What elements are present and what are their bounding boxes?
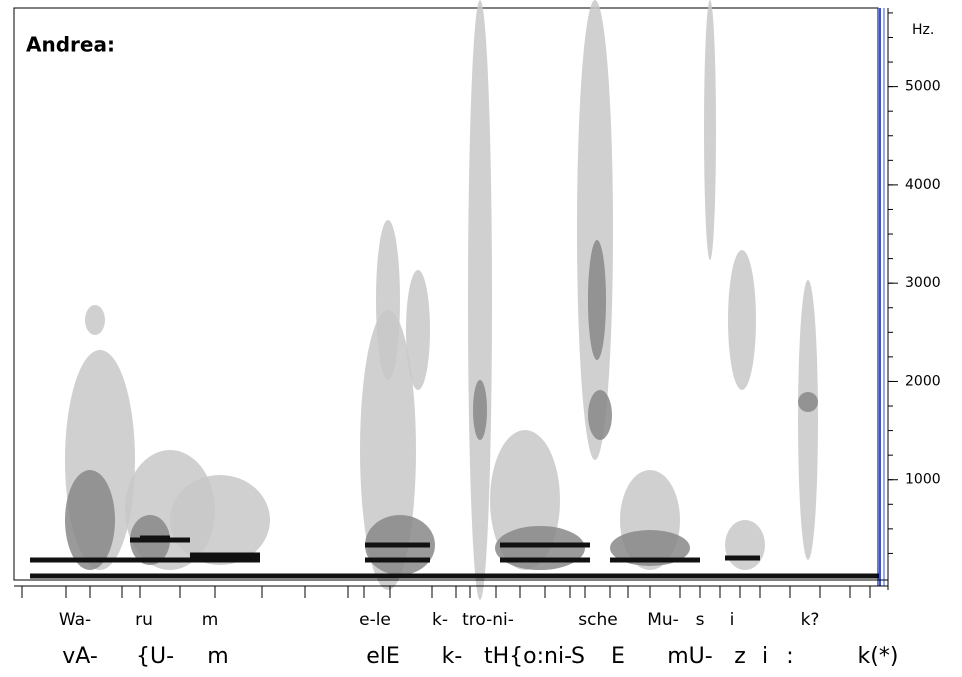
spectrogram-energy <box>30 0 880 600</box>
y-tick-label: 1000 <box>905 472 941 488</box>
phoneme: vA- <box>62 644 98 669</box>
phoneme: tH{o:ni- <box>484 644 572 669</box>
energy-blob <box>704 0 716 260</box>
syllable: Mu- <box>647 610 679 630</box>
syllable: m <box>202 610 219 630</box>
y-axis-label: Hz. <box>912 22 934 38</box>
y-tick-label: 3000 <box>905 275 941 291</box>
syllable: i <box>730 610 735 630</box>
phoneme: E <box>611 644 625 669</box>
syllable: e-le <box>359 610 391 630</box>
syllable: s <box>696 610 705 630</box>
energy-blob <box>725 520 765 570</box>
phoneme: : <box>786 644 793 669</box>
energy-blob <box>376 220 400 380</box>
y-tick-label: 5000 <box>905 79 941 95</box>
syllable: ru <box>135 610 153 630</box>
energy-blob <box>588 240 606 360</box>
y-tick-label: 2000 <box>905 373 941 389</box>
syllable: tro-ni- <box>462 610 514 630</box>
time-ticks <box>21 586 871 598</box>
energy-blob <box>65 470 115 570</box>
phoneme: z <box>734 644 746 669</box>
energy-blob <box>468 0 492 600</box>
syllable: k- <box>432 610 448 630</box>
energy-blob <box>406 270 430 390</box>
energy-blob <box>798 392 818 412</box>
phoneme: k- <box>442 644 463 669</box>
energy-blob <box>728 250 756 390</box>
y-tick-label: 4000 <box>905 177 941 193</box>
syllable: sche <box>578 610 617 630</box>
energy-blob <box>610 530 690 566</box>
energy-blob <box>798 280 818 560</box>
phoneme: i <box>762 644 768 669</box>
phoneme: mU- <box>667 644 712 669</box>
speaker-label: Andrea: <box>26 33 115 57</box>
syllable: Wa- <box>59 610 91 630</box>
syllable: k? <box>801 610 820 630</box>
energy-blob <box>588 390 612 440</box>
phoneme: m <box>207 644 228 669</box>
energy-blob <box>577 0 613 460</box>
energy-blob <box>85 305 105 335</box>
phoneme: {U- <box>136 644 174 669</box>
phoneme: S <box>571 644 585 669</box>
energy-blob <box>170 475 270 565</box>
energy-blob <box>473 380 487 440</box>
phoneme: elE <box>366 644 400 669</box>
phoneme: k(*) <box>858 644 899 669</box>
energy-blob <box>495 526 585 570</box>
